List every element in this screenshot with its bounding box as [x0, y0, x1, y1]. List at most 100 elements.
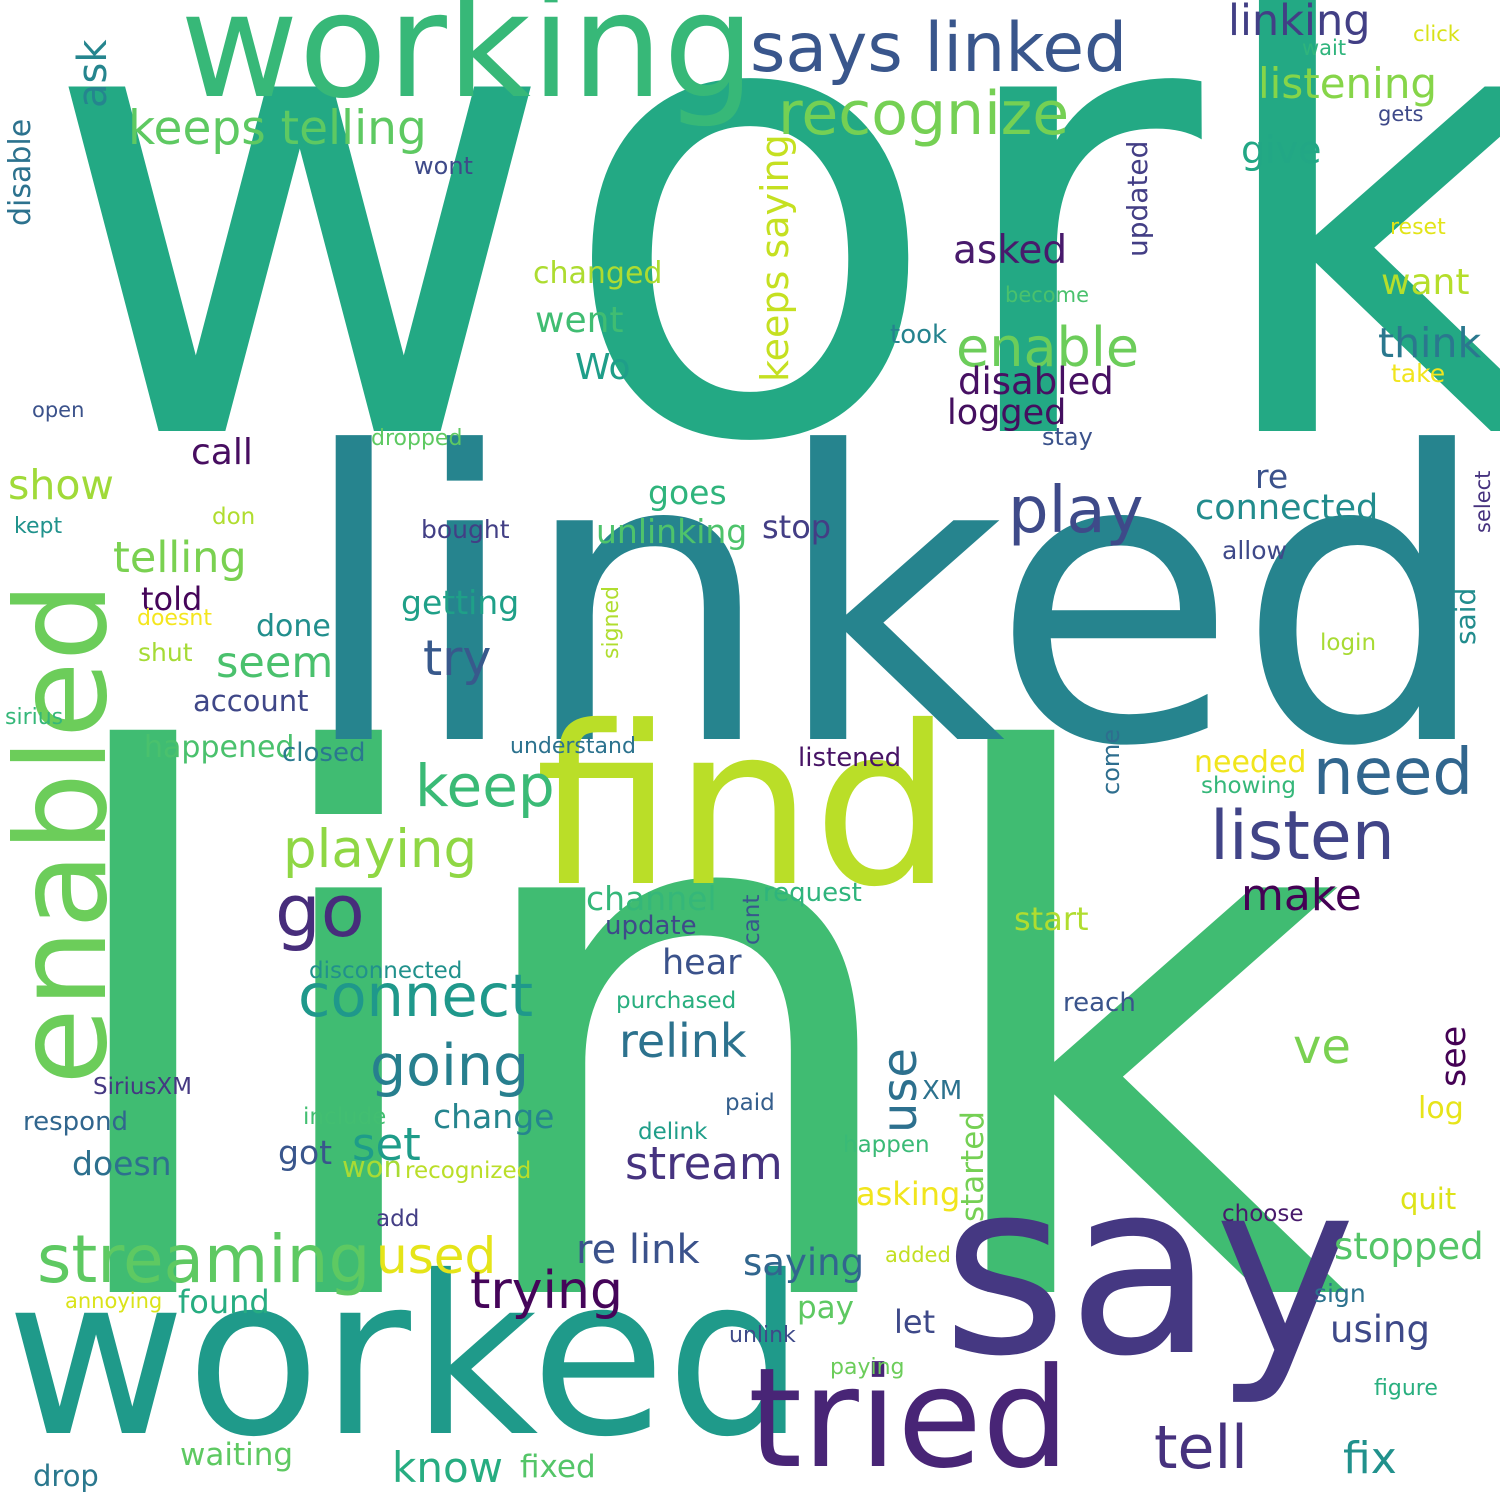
word: show: [8, 461, 114, 509]
word: find: [535, 679, 953, 935]
word: use: [872, 1048, 928, 1133]
word: working: [180, 0, 756, 131]
word: showing: [1201, 773, 1297, 799]
word: worked: [6, 1229, 806, 1485]
word: log: [1418, 1091, 1464, 1126]
word: done: [256, 609, 331, 644]
word: keep: [415, 752, 555, 820]
word: want: [1381, 262, 1470, 303]
word: logged: [947, 393, 1067, 433]
word: re link: [576, 1227, 700, 1273]
word: started: [955, 1111, 991, 1222]
word: says linked: [750, 9, 1128, 88]
word: relink: [619, 1014, 747, 1068]
word: asking: [856, 1175, 961, 1213]
word: pay: [797, 1290, 855, 1326]
word: request: [763, 878, 862, 908]
word: login: [1320, 630, 1377, 656]
word: allow: [1222, 536, 1287, 565]
word: stop: [762, 508, 832, 546]
word: connect: [298, 961, 534, 1030]
word: say: [942, 1129, 1357, 1409]
word: add: [376, 1206, 420, 1232]
word: told: [141, 580, 203, 618]
word: enable: [956, 316, 1140, 379]
word: unlinking: [596, 512, 748, 551]
word: fix: [1343, 1433, 1397, 1484]
word: linking: [1228, 0, 1371, 46]
word: quit: [1400, 1182, 1457, 1216]
word: telling: [113, 533, 247, 583]
word: disconnected: [309, 958, 463, 984]
word: going: [370, 1033, 530, 1099]
word: gets: [1378, 102, 1424, 126]
word: updated: [1121, 140, 1154, 257]
word: saying: [743, 1241, 865, 1284]
word: purchased: [616, 988, 737, 1014]
word: signed: [599, 586, 624, 659]
word: paid: [725, 1090, 775, 1116]
word: wait: [1302, 36, 1347, 60]
word: linked: [298, 369, 1492, 834]
word: work: [42, 0, 1500, 580]
word: won: [342, 1150, 402, 1184]
word: listened: [798, 743, 902, 773]
word: doesn: [72, 1144, 172, 1183]
word: unlink: [729, 1323, 796, 1348]
word: give: [1241, 128, 1322, 172]
word: set: [352, 1118, 421, 1171]
word: try: [423, 630, 492, 687]
word: listen: [1210, 797, 1395, 876]
word: figure: [1374, 1376, 1438, 1401]
word: kept: [14, 514, 63, 539]
word: got: [278, 1133, 333, 1172]
word: play: [1008, 474, 1144, 548]
word: went: [535, 300, 624, 341]
word: disable: [3, 118, 38, 226]
word: XM: [922, 1076, 963, 1106]
word: don: [212, 504, 256, 530]
word: happened: [144, 730, 295, 765]
word: choose: [1222, 1201, 1304, 1227]
word: reset: [1390, 215, 1446, 240]
word: sirius: [5, 705, 64, 730]
word: become: [1005, 283, 1090, 307]
word: closed: [282, 738, 366, 768]
word: streaming: [37, 1221, 371, 1298]
word: stream: [625, 1137, 783, 1190]
word: needed: [1194, 745, 1307, 780]
word: keeps saying: [753, 134, 797, 382]
word: paying: [830, 1355, 905, 1380]
word: delink: [638, 1119, 708, 1145]
word: using: [1330, 1308, 1430, 1351]
word: include: [303, 1104, 387, 1130]
word: enabled: [0, 581, 135, 1085]
word: go: [275, 869, 365, 953]
word: wont: [414, 152, 473, 180]
word: start: [1014, 900, 1089, 938]
word: re: [1255, 457, 1289, 496]
word: connected: [1195, 488, 1379, 528]
word: doesnt: [137, 606, 212, 631]
word: stay: [1042, 423, 1093, 451]
word: changed: [533, 256, 663, 291]
word: took: [890, 320, 948, 350]
word: let: [894, 1303, 936, 1341]
word: getting: [401, 583, 520, 622]
word: SiriusXM: [93, 1074, 192, 1100]
word: found: [178, 1283, 270, 1321]
word: select: [1471, 470, 1495, 533]
word: stopped: [1334, 1225, 1484, 1268]
word: recognize: [778, 79, 1070, 149]
word: waiting: [180, 1437, 294, 1473]
word: bought: [421, 515, 510, 544]
word: ask: [70, 39, 116, 108]
word: recognized: [405, 1158, 532, 1184]
word: trying: [470, 1261, 623, 1321]
word: used: [376, 1227, 497, 1285]
word: dropped: [371, 426, 463, 451]
word: ve: [1293, 1019, 1351, 1075]
word: call: [191, 432, 253, 473]
word: respond: [23, 1107, 129, 1137]
